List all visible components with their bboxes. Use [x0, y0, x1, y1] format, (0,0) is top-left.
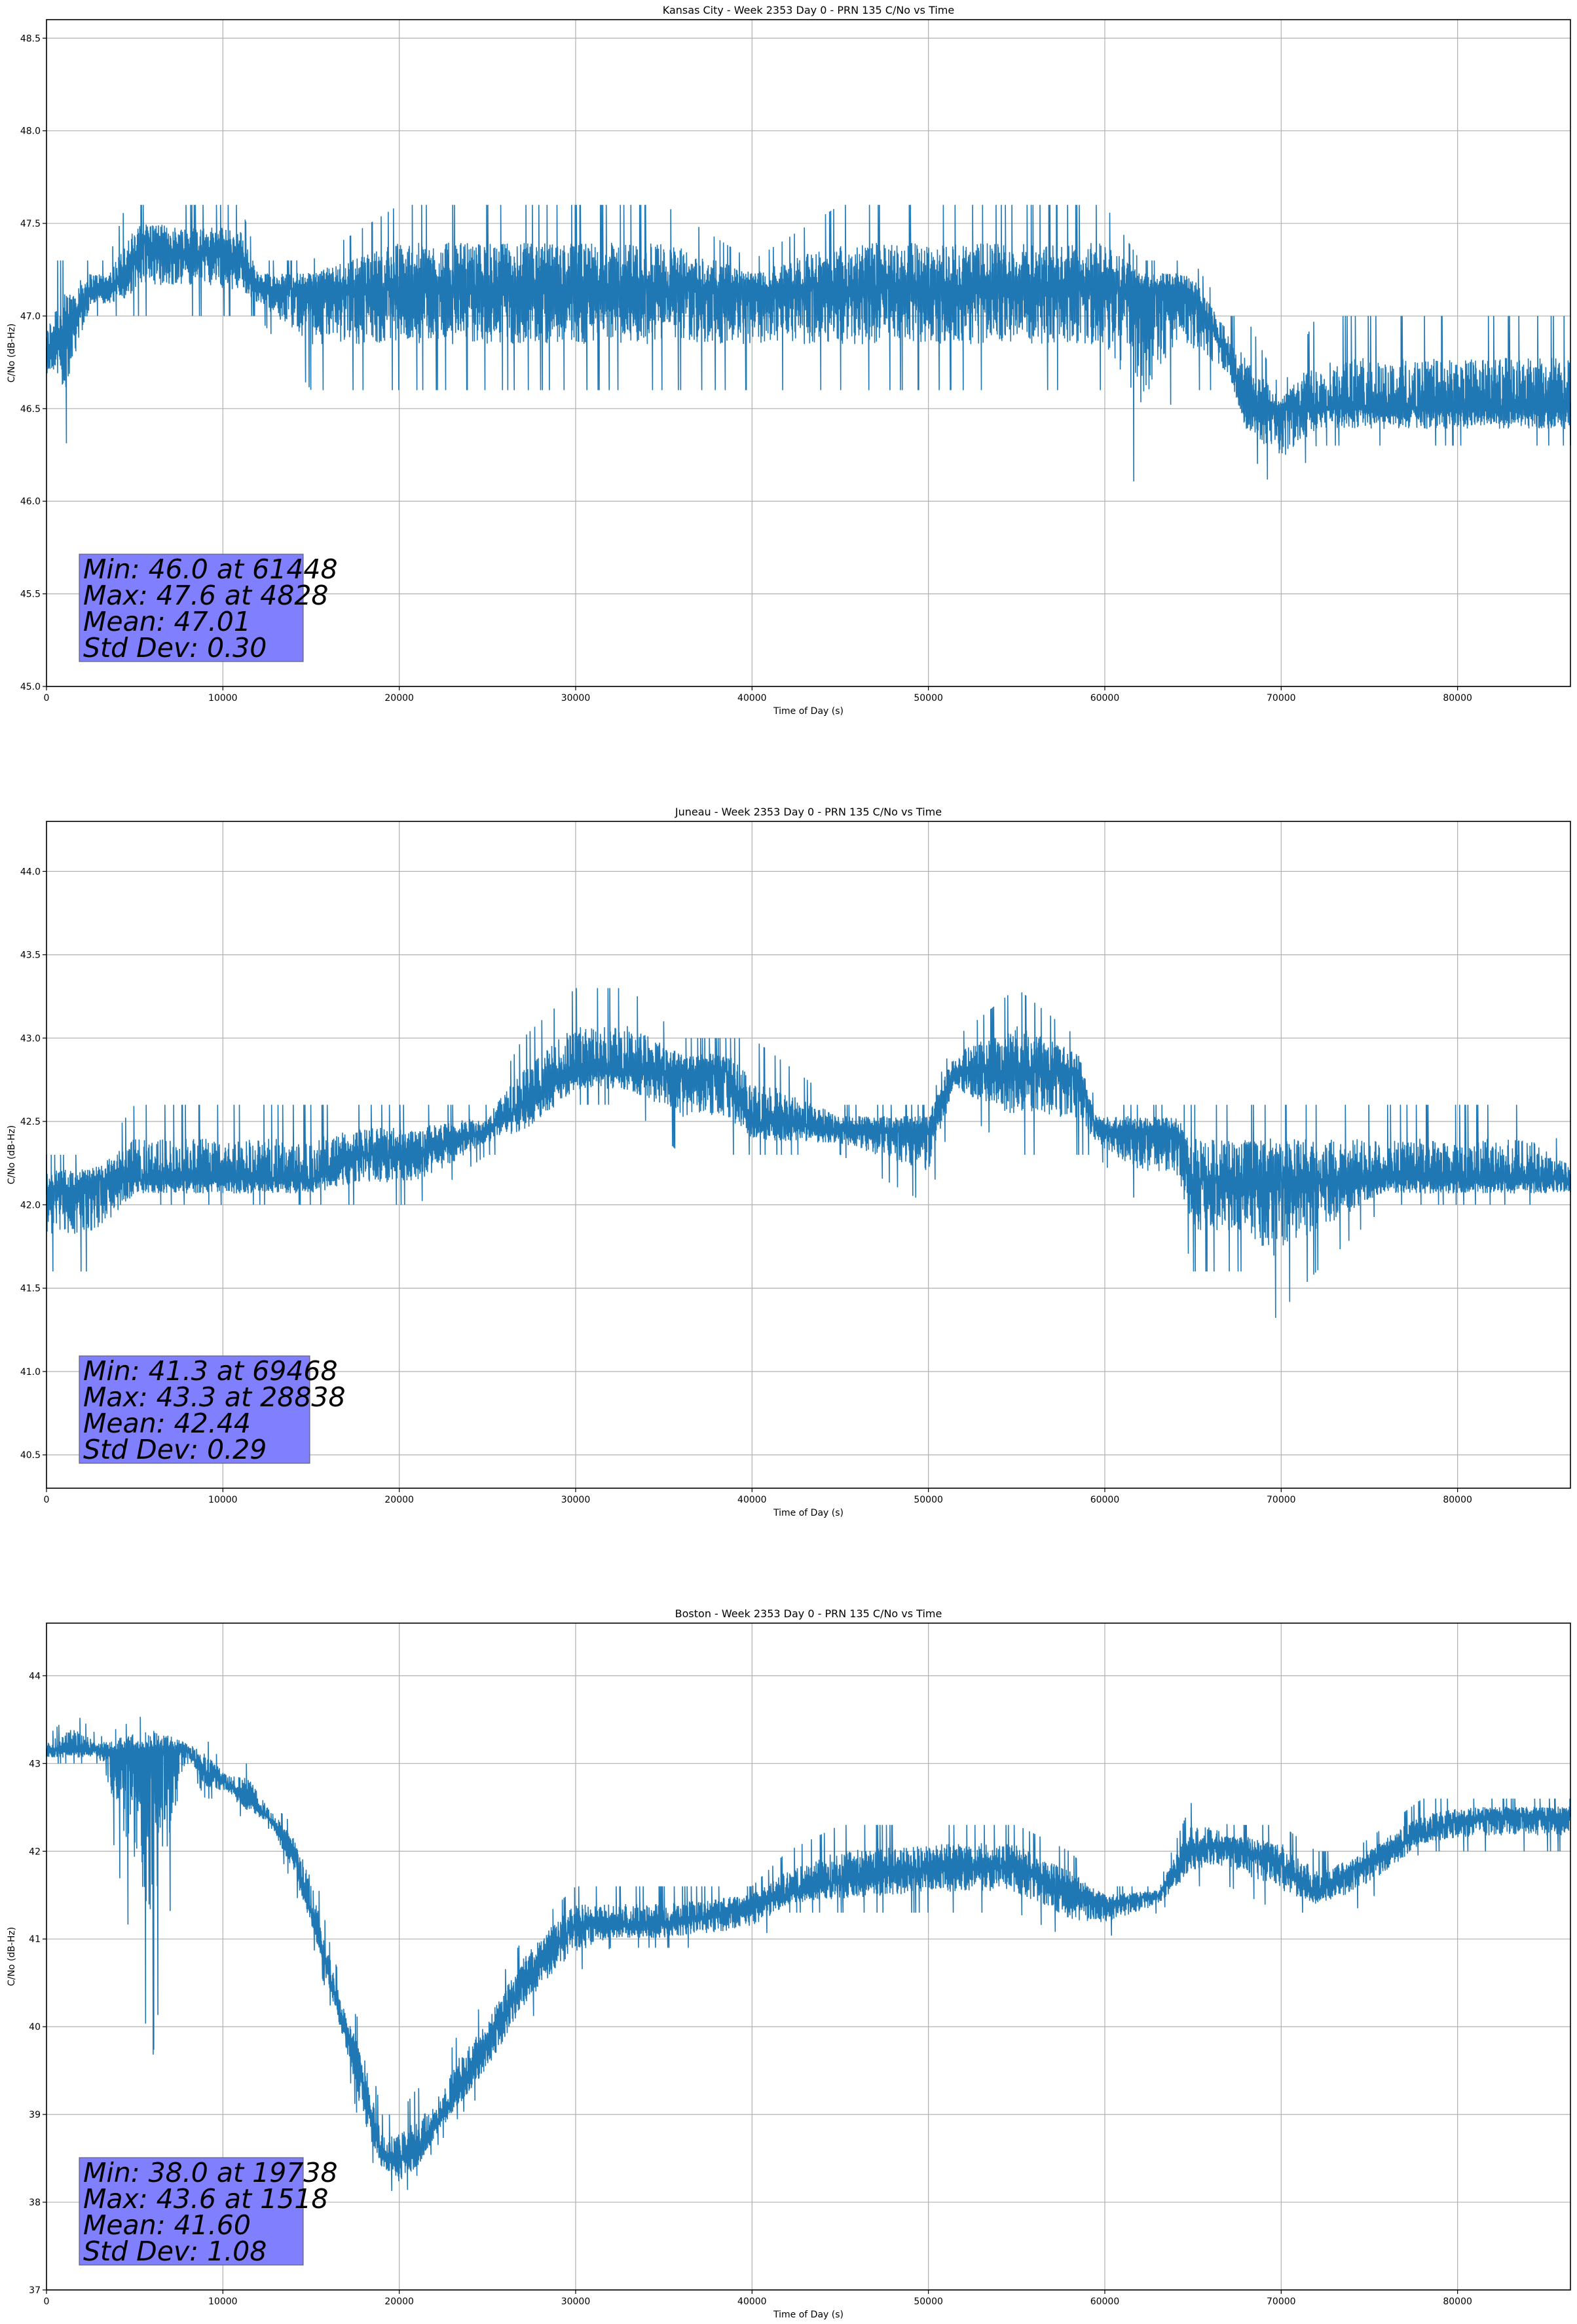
y-tick-label: 42.5	[20, 1117, 41, 1127]
stats-line: Mean: 47.01	[83, 606, 251, 637]
stats-line: Max: 43.6 at 1518	[83, 2183, 329, 2215]
x-tick-label: 80000	[1443, 693, 1472, 703]
y-tick-label: 43	[29, 1759, 41, 1769]
x-tick-label: 20000	[384, 693, 414, 703]
y-tick-label: 37	[29, 2285, 41, 2296]
y-tick-label: 47.0	[20, 311, 41, 322]
x-tick-label: 60000	[1090, 1495, 1120, 1505]
axes-frame	[46, 19, 1571, 687]
y-tick-label: 42	[29, 1846, 41, 1857]
x-axis-label: Time of Day (s)	[773, 1508, 844, 1518]
y-tick-label: 45.0	[20, 682, 41, 692]
x-tick-label: 0	[44, 693, 50, 703]
x-tick-label: 50000	[914, 2296, 943, 2307]
stats-line: Mean: 41.60	[83, 2209, 251, 2241]
x-tick-label: 40000	[737, 2296, 767, 2307]
x-tick-label: 80000	[1443, 1495, 1472, 1505]
x-tick-label: 40000	[737, 693, 767, 703]
y-tick-label: 38	[29, 2198, 41, 2208]
y-tick-label: 40	[29, 2022, 41, 2033]
stats-line: Max: 47.6 at 4828	[83, 580, 329, 611]
data-series-line	[46, 204, 1571, 481]
x-tick-label: 50000	[914, 1495, 943, 1505]
chart-title: Boston - Week 2353 Day 0 - PRN 135 C/No …	[675, 1607, 942, 1620]
data-series-line	[46, 1717, 1571, 2191]
x-tick-label: 60000	[1090, 693, 1120, 703]
x-tick-label: 10000	[208, 2296, 238, 2307]
chart-title: Kansas City - Week 2353 Day 0 - PRN 135 …	[663, 4, 954, 16]
x-axis-label: Time of Day (s)	[773, 706, 844, 717]
y-tick-label: 41	[29, 1934, 41, 1945]
stats-line: Min: 38.0 at 19738	[83, 2157, 338, 2188]
y-tick-label: 46.0	[20, 497, 41, 507]
chart-panel-1: 0 10000 20000 30000 40000 50000 60000 70000 8000…	[7, 4, 1571, 717]
stats-line: Min: 46.0 at 61448	[83, 553, 338, 585]
y-axis-label: C/No (dB-Hz)	[7, 1125, 17, 1184]
y-tick-label: 39	[29, 2110, 41, 2120]
y-tick-label: 43.5	[20, 950, 41, 961]
y-tick-label: 41.0	[20, 1367, 41, 1378]
axes-frame	[46, 1622, 1571, 2291]
x-tick-label: 10000	[208, 693, 238, 703]
x-tick-label: 20000	[384, 1495, 414, 1505]
x-tick-label: 0	[44, 1495, 50, 1505]
x-axis-label: Time of Day (s)	[773, 2310, 844, 2320]
x-tick-label: 50000	[914, 693, 943, 703]
x-tick-label: 10000	[208, 1495, 238, 1505]
stats-line: Max: 43.3 at 28838	[83, 1381, 346, 1413]
stats-box-background	[79, 2157, 304, 2266]
x-tick-label: 30000	[561, 693, 591, 703]
x-tick-label: 70000	[1267, 2296, 1296, 2307]
y-axis-label: C/No (dB-Hz)	[7, 324, 17, 383]
stats-line: Min: 41.3 at 69468	[83, 1355, 338, 1387]
stats-line: Std Dev: 0.30	[83, 632, 267, 664]
x-tick-label: 20000	[384, 2296, 414, 2307]
y-tick-label: 44.0	[20, 867, 41, 877]
y-tick-label: 45.5	[20, 590, 41, 600]
y-tick-label: 46.5	[20, 404, 41, 415]
y-tick-label: 47.5	[20, 219, 41, 229]
axes-frame	[46, 821, 1571, 1489]
stats-box-background	[79, 1355, 310, 1464]
stats-box-background	[79, 553, 304, 662]
y-axis-label: C/No (dB-Hz)	[7, 1927, 17, 1986]
stats-line: Mean: 42.44	[83, 1408, 251, 1439]
y-tick-label: 41.5	[20, 1284, 41, 1294]
y-tick-label: 48.0	[20, 126, 41, 137]
stats-line: Std Dev: 0.29	[83, 1434, 267, 1465]
x-tick-label: 70000	[1267, 1495, 1296, 1505]
y-tick-label: 43.0	[20, 1034, 41, 1044]
y-tick-label: 42.0	[20, 1200, 41, 1210]
x-tick-label: 30000	[561, 1495, 591, 1505]
chart-panel-3: 0 10000 20000 30000 40000 50000 60000 70000 8000…	[7, 1607, 1571, 2320]
x-tick-label: 40000	[737, 1495, 767, 1505]
x-tick-label: 30000	[561, 2296, 591, 2307]
chart-title: Juneau - Week 2353 Day 0 - PRN 135 C/No …	[675, 806, 942, 818]
x-tick-label: 60000	[1090, 2296, 1120, 2307]
stats-line: Std Dev: 1.08	[83, 2236, 267, 2267]
y-tick-label: 40.5	[20, 1450, 41, 1461]
x-tick-label: 70000	[1267, 693, 1296, 703]
x-tick-label: 80000	[1443, 2296, 1472, 2307]
chart-panel-2: 0 10000 20000 30000 40000 50000 60000 70000 8000…	[7, 806, 1571, 1518]
y-tick-label: 44	[29, 1671, 41, 1681]
x-tick-label: 0	[44, 2296, 50, 2307]
data-series-line	[46, 988, 1571, 1318]
y-tick-label: 48.5	[20, 33, 41, 44]
